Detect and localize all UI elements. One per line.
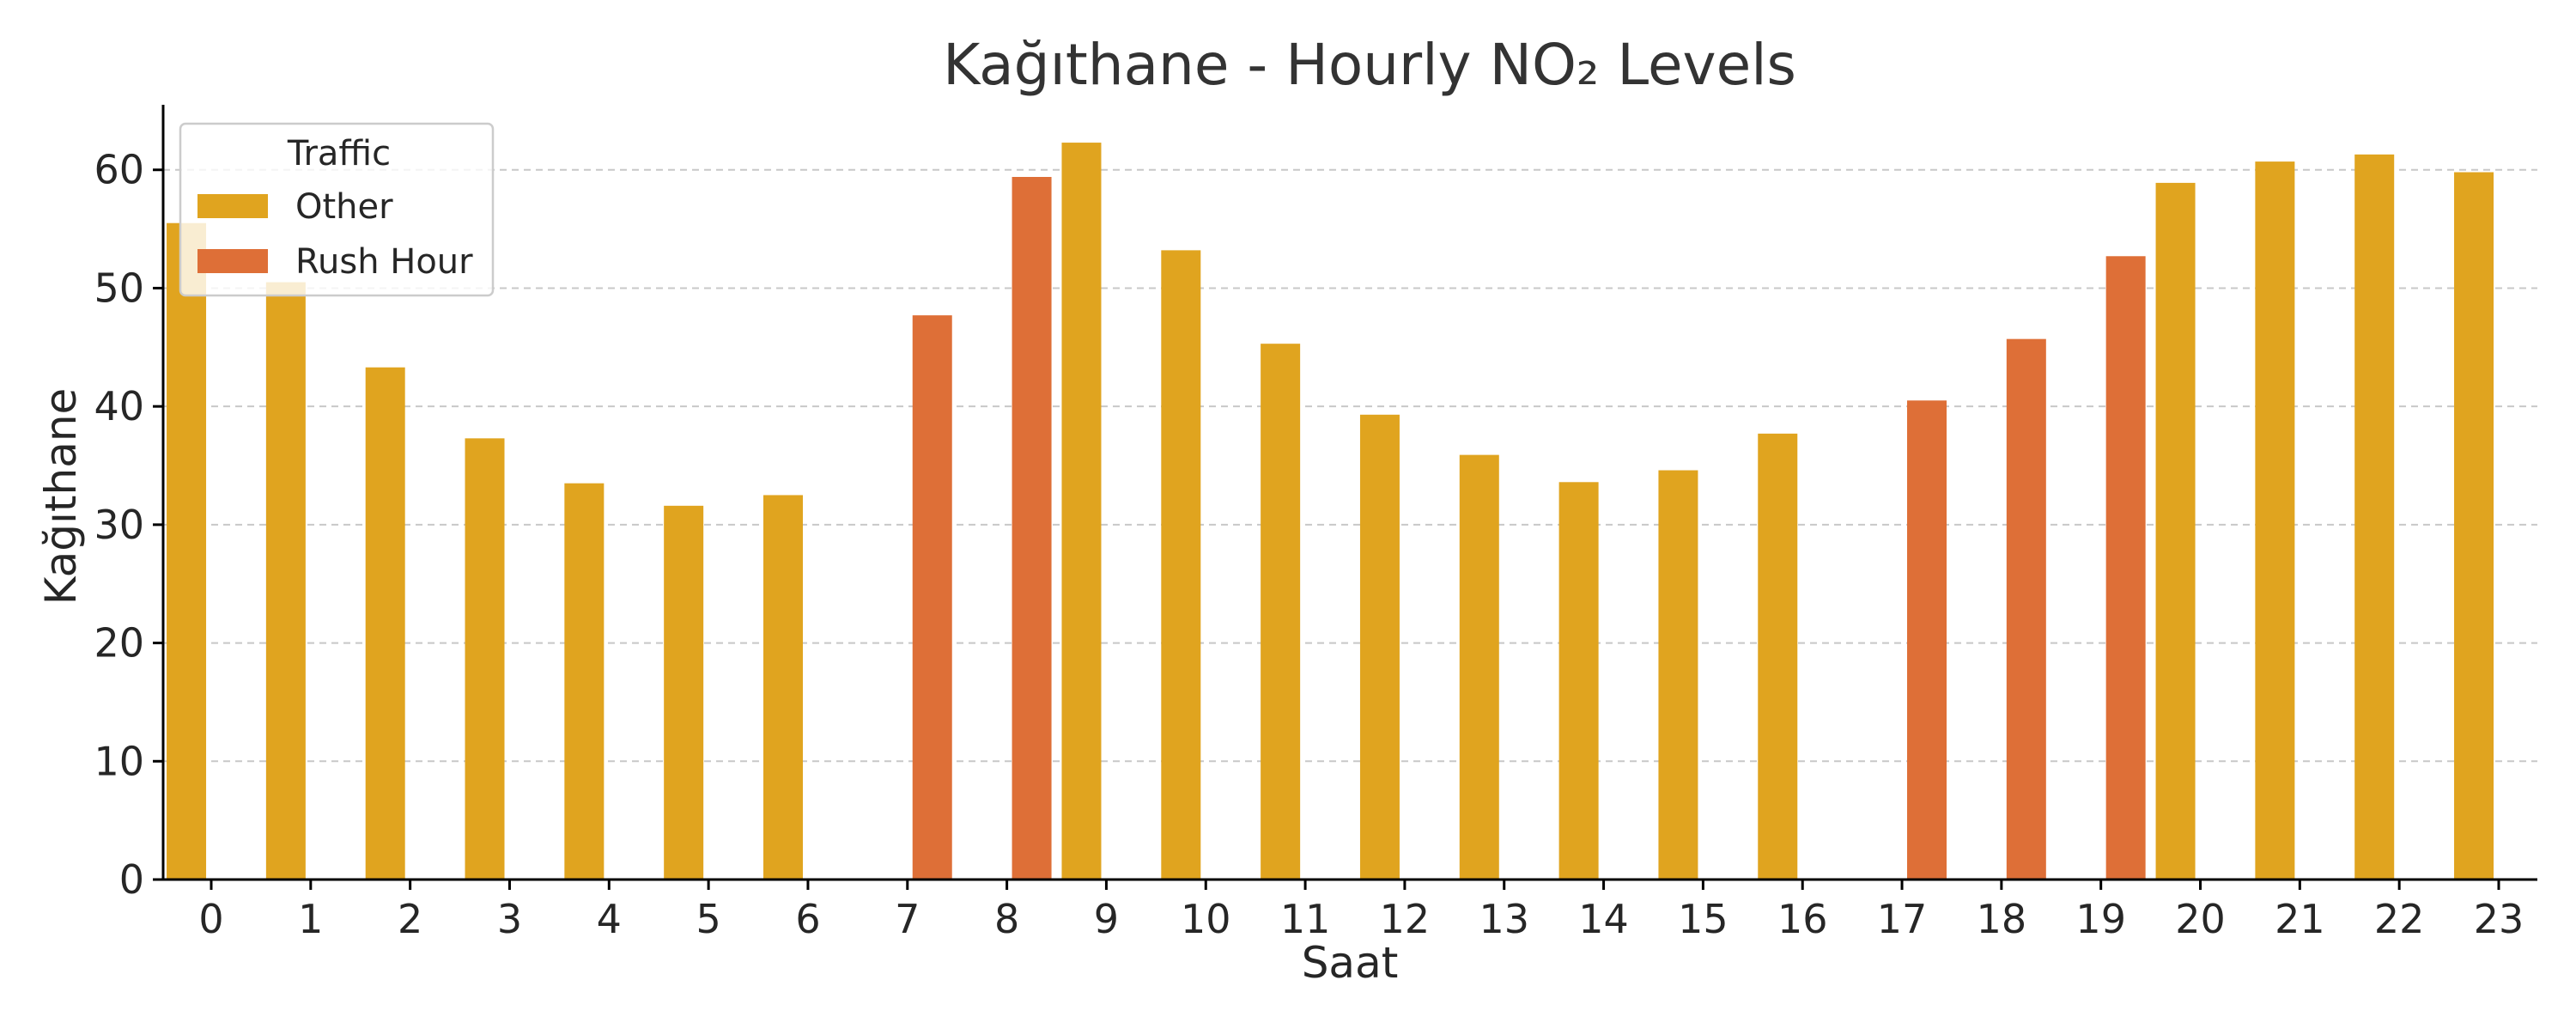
x-tick-label: 15 [1678,896,1728,942]
bar-other-hour-1 [265,282,306,880]
x-tick-label: 7 [895,896,920,942]
bar-rush-hour-hour-7 [912,315,952,880]
bar-rush-hour-hour-17 [1907,400,1947,880]
x-tick-label: 22 [2374,896,2425,942]
y-tick-label: 50 [94,265,144,311]
legend: Traffic Other Rush Hour [179,122,495,297]
y-tick-label: 10 [94,738,144,784]
x-tick-label: 3 [497,896,522,942]
x-tick-label: 18 [1977,896,2027,942]
y-tick-label: 30 [94,502,144,548]
legend-title: Traffic [287,134,391,174]
bar-other-hour-15 [1658,470,1698,880]
bar-other-hour-21 [2255,161,2295,880]
x-tick-label: 1 [298,896,323,942]
bars [167,143,2494,880]
x-tick-label: 10 [1181,896,1231,942]
bar-other-hour-9 [1061,143,1102,880]
x-tick-label: 5 [696,896,720,942]
x-tick-label: 16 [1777,896,1828,942]
bar-other-hour-23 [2454,172,2494,880]
bar-other-hour-6 [763,495,803,880]
legend-swatch-other [197,194,268,218]
x-axis-label: Saat [1302,938,1399,988]
legend-label-other: Other [295,187,393,227]
x-tick-label: 11 [1280,896,1331,942]
bar-rush-hour-hour-19 [2105,256,2146,880]
legend-label-rush-hour: Rush Hour [295,242,473,282]
y-tick-label: 60 [94,147,144,193]
x-tick-label: 0 [198,896,223,942]
bar-other-hour-0 [167,222,207,880]
bar-other-hour-13 [1459,454,1499,880]
bar-other-hour-3 [465,438,505,880]
bar-other-hour-5 [664,505,704,880]
y-tick-label: 40 [94,383,144,429]
bar-other-hour-12 [1359,414,1400,880]
bar-other-hour-11 [1261,344,1301,880]
x-tick-label: 14 [1578,896,1629,942]
bar-rush-hour-hour-18 [2006,338,2046,880]
x-tick-label: 12 [1380,896,1431,942]
bar-rush-hour-hour-8 [1012,177,1052,880]
bar-other-hour-16 [1758,433,1798,880]
x-tick-label: 4 [597,896,622,942]
bar-other-hour-14 [1558,482,1599,880]
x-tick-label: 13 [1479,896,1529,942]
x-tick-label: 6 [795,896,820,942]
bar-other-hour-22 [2354,154,2395,880]
bar-other-hour-2 [365,367,405,880]
x-tick-label: 17 [1877,896,1928,942]
y-tick-label: 20 [94,620,144,667]
y-axis-label: Kağıthane [36,388,86,606]
bar-other-hour-4 [564,483,605,880]
y-tick-label: 0 [119,856,144,903]
x-tick-label: 20 [2175,896,2226,942]
legend-swatch-rush-hour [197,249,268,273]
x-tick-label: 21 [2275,896,2325,942]
x-tick-label: 19 [2075,896,2126,942]
x-tick-label: 2 [398,896,422,942]
chart-title: Kağıthane - Hourly NO₂ Levels [943,32,1796,98]
x-tick-label: 8 [994,896,1019,942]
x-tick-label: 9 [1094,896,1119,942]
axes [161,105,2537,881]
bar-other-hour-10 [1161,250,1201,880]
x-tick-label: 23 [2474,896,2524,942]
bar-other-hour-20 [2155,182,2196,880]
